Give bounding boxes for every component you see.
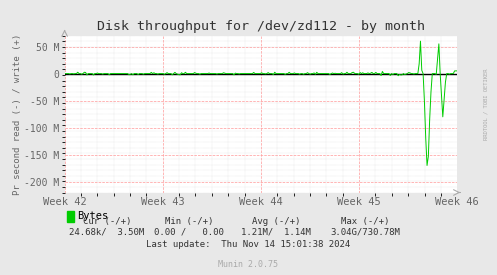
Text: Cur (-/+): Cur (-/+) bbox=[83, 217, 131, 226]
Text: 24.68k/  3.50M: 24.68k/ 3.50M bbox=[69, 228, 145, 237]
Text: Last update:  Thu Nov 14 15:01:38 2024: Last update: Thu Nov 14 15:01:38 2024 bbox=[147, 240, 350, 249]
Text: RRDTOOL / TOBI OETIKER: RRDTOOL / TOBI OETIKER bbox=[484, 69, 489, 140]
Text: 3.04G/730.78M: 3.04G/730.78M bbox=[331, 228, 400, 237]
Text: Avg (-/+): Avg (-/+) bbox=[251, 217, 300, 226]
Text: Max (-/+): Max (-/+) bbox=[341, 217, 390, 226]
Text: Min (-/+): Min (-/+) bbox=[165, 217, 213, 226]
Text: Munin 2.0.75: Munin 2.0.75 bbox=[219, 260, 278, 269]
Title: Disk throughput for /dev/zd112 - by month: Disk throughput for /dev/zd112 - by mont… bbox=[97, 20, 425, 33]
Text: Bytes: Bytes bbox=[77, 211, 108, 221]
Text: 1.21M/  1.14M: 1.21M/ 1.14M bbox=[241, 228, 311, 237]
Y-axis label: Pr second read (-) / write (+): Pr second read (-) / write (+) bbox=[13, 34, 22, 195]
Text: 0.00 /   0.00: 0.00 / 0.00 bbox=[154, 228, 224, 237]
